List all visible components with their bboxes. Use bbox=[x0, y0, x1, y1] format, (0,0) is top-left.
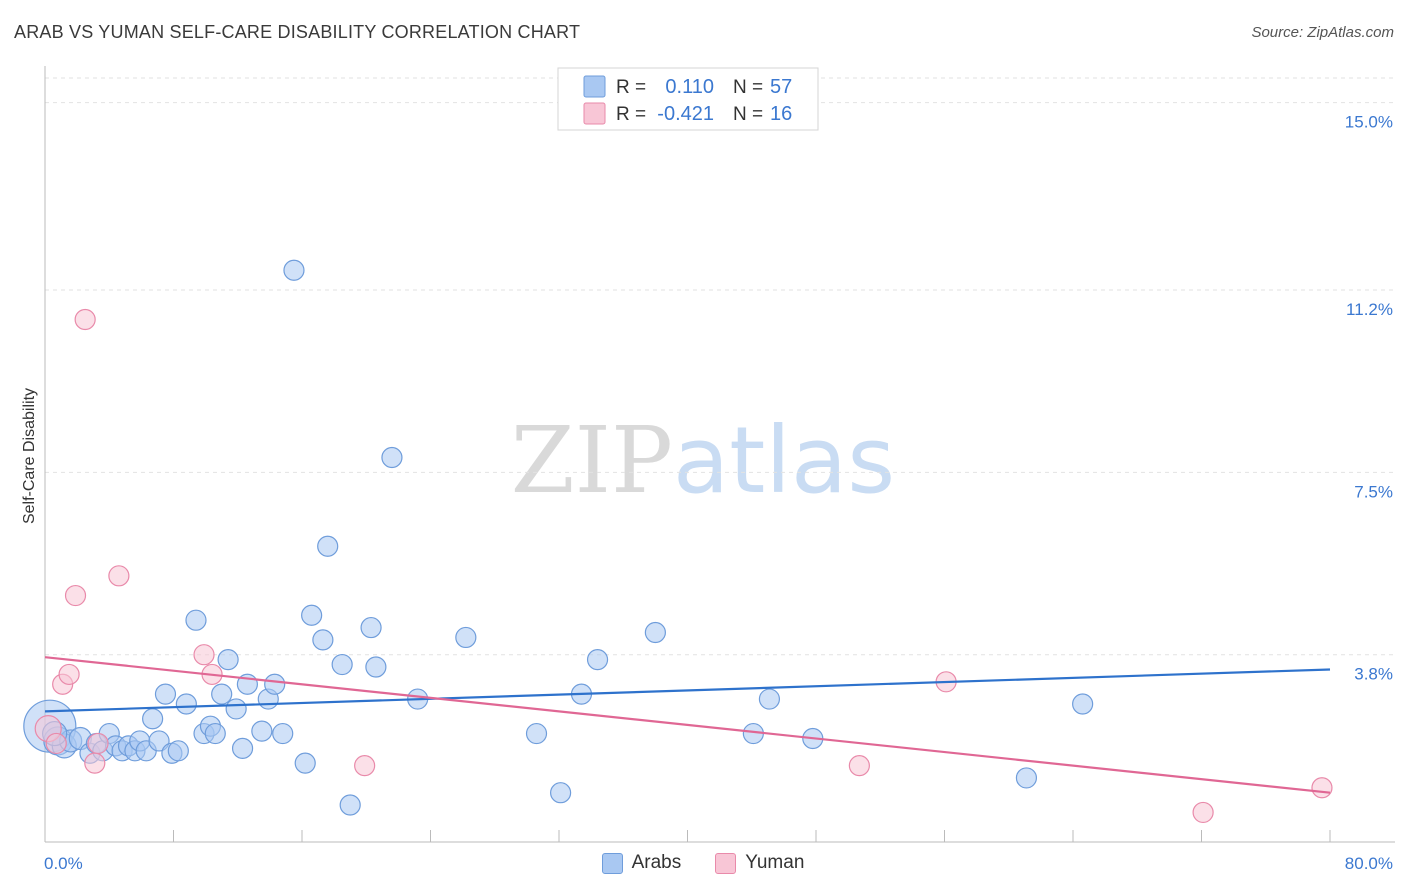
legend-swatch-yuman bbox=[715, 852, 737, 874]
arabs-point bbox=[317, 535, 339, 557]
stats-legend: R = 0.110 N = 57 R = -0.421 N = 16 bbox=[557, 67, 819, 131]
stats-r-value: 0.110 bbox=[665, 76, 714, 98]
yuman-point bbox=[87, 732, 109, 755]
arabs-point bbox=[301, 604, 323, 626]
arabs-point bbox=[294, 752, 316, 774]
yuman-point bbox=[1311, 777, 1333, 799]
arabs-point bbox=[154, 683, 177, 705]
legend-label-arabs: Arabs bbox=[631, 852, 682, 873]
yuman-point bbox=[1192, 801, 1214, 824]
chart-title: ARAB VS YUMAN SELF-CARE DISABILITY CORRE… bbox=[14, 22, 581, 42]
series-legend: Arabs Yuman bbox=[0, 852, 1406, 874]
series-arabs bbox=[23, 259, 1094, 816]
stats-swatch-arabs bbox=[583, 75, 606, 98]
chart-source: Source: ZipAtlas.com bbox=[1251, 24, 1394, 41]
arabs-point bbox=[231, 737, 254, 759]
arabs-point bbox=[381, 446, 403, 469]
stats-swatch-yuman bbox=[583, 102, 606, 125]
yuman-trend-line bbox=[44, 656, 1331, 794]
watermark-zip: ZIP bbox=[511, 407, 673, 514]
x-tick-label-left: 0.0% bbox=[44, 854, 83, 873]
arabs-point bbox=[331, 653, 353, 676]
arabs-point bbox=[175, 693, 197, 715]
yuman-point bbox=[45, 732, 67, 755]
yuman-point bbox=[74, 308, 96, 331]
stats-n-label: N = bbox=[733, 77, 763, 98]
x-tick-label-right: 80.0% bbox=[1345, 854, 1393, 873]
arabs-point bbox=[251, 720, 273, 742]
y-tick-label: 15.0% bbox=[1345, 113, 1393, 132]
arabs-point bbox=[455, 626, 477, 649]
stats-r-label: R = bbox=[616, 77, 646, 98]
arabs-point bbox=[272, 722, 294, 745]
stats-n-value: 57 bbox=[770, 76, 792, 98]
watermark-atlas: atlas bbox=[673, 407, 895, 514]
arabs-point bbox=[142, 708, 164, 730]
yuman-point bbox=[64, 584, 87, 607]
legend-label-yuman: Yuman bbox=[745, 852, 805, 873]
series-yuman bbox=[34, 308, 1333, 824]
arabs-point bbox=[360, 616, 382, 639]
stats-n-value: 16 bbox=[770, 103, 792, 125]
yuman-point bbox=[58, 663, 80, 686]
watermark: ZIPatlas bbox=[511, 407, 896, 514]
legend-item-arabs[interactable]: Arabs bbox=[601, 852, 682, 874]
y-axis-label: Self-Care Disability bbox=[21, 388, 38, 524]
arabs-point bbox=[644, 621, 666, 644]
legend-swatch-arabs bbox=[601, 852, 623, 874]
arabs-trend-line bbox=[44, 668, 1331, 713]
arabs-point bbox=[225, 698, 247, 720]
yuman-point bbox=[354, 754, 376, 777]
yuman-point bbox=[848, 754, 870, 777]
arabs-point bbox=[365, 656, 387, 678]
stats-r-value: -0.421 bbox=[657, 103, 714, 125]
arabs-point bbox=[1015, 767, 1038, 789]
yuman-point bbox=[193, 644, 215, 666]
arabs-point bbox=[525, 722, 548, 745]
stats-r-label: R = bbox=[616, 104, 646, 125]
arabs-point bbox=[204, 722, 226, 745]
arabs-point bbox=[283, 259, 305, 281]
arabs-point bbox=[264, 673, 286, 695]
y-tick-label: 3.8% bbox=[1354, 665, 1393, 684]
stats-n-label: N = bbox=[733, 104, 763, 125]
yuman-point bbox=[84, 752, 106, 774]
yuman-point bbox=[108, 565, 130, 587]
arabs-point bbox=[1072, 693, 1094, 715]
y-tick-label: 11.2% bbox=[1346, 300, 1393, 319]
arabs-point bbox=[217, 649, 239, 671]
arabs-point bbox=[211, 683, 233, 705]
arabs-point bbox=[312, 629, 334, 651]
arabs-point bbox=[185, 609, 207, 631]
arabs-point bbox=[550, 782, 572, 804]
legend-item-yuman[interactable]: Yuman bbox=[715, 852, 804, 874]
arabs-point bbox=[758, 688, 781, 710]
arabs-point bbox=[148, 730, 170, 752]
y-tick-label: 7.5% bbox=[1354, 482, 1393, 501]
arabs-point bbox=[586, 649, 609, 671]
arabs-point bbox=[167, 740, 189, 762]
arabs-point bbox=[339, 794, 361, 816]
